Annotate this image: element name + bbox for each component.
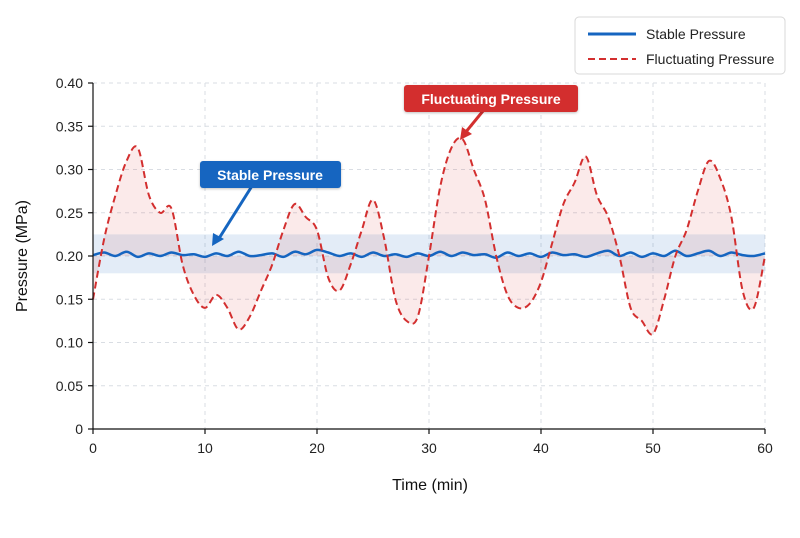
x-tick-label: 60 — [757, 440, 773, 456]
fluctuating-callout-arrow — [463, 110, 485, 134]
stable-callout-arrowhead — [212, 233, 224, 246]
series — [92, 136, 766, 336]
x-tick-label: 50 — [645, 440, 661, 456]
fluctuating-pressure-area — [93, 137, 765, 335]
stable-callout-arrow — [216, 185, 254, 241]
y-axis-title: Pressure (MPa) — [14, 200, 31, 312]
annotations: Stable Pressure Fluctuating Pressure — [200, 85, 578, 246]
y-tick-label: 0.20 — [56, 248, 83, 264]
stable-callout-box — [200, 161, 341, 188]
stable-callout: Stable Pressure — [200, 161, 341, 246]
stable-callout-text: Stable Pressure — [217, 167, 323, 183]
x-tick-label: 20 — [309, 440, 325, 456]
y-tick-label: 0 — [75, 421, 83, 437]
y-tick-label: 0.05 — [56, 378, 83, 394]
x-tick-label: 10 — [197, 440, 213, 456]
y-tick-label: 0.40 — [56, 75, 83, 91]
fluctuating-callout-text: Fluctuating Pressure — [421, 91, 560, 107]
legend-label-stable: Stable Pressure — [646, 26, 746, 42]
fluctuating-callout-arrowhead — [460, 127, 472, 140]
y-tick-label: 0.30 — [56, 162, 83, 178]
fluctuating-pressure-line — [92, 136, 766, 336]
fluctuating-callout: Fluctuating Pressure — [404, 85, 578, 140]
x-tick-label: 40 — [533, 440, 549, 456]
x-tick-label: 30 — [421, 440, 437, 456]
legend: Stable Pressure Fluctuating Pressure — [574, 16, 786, 75]
legend-label-fluctuating: Fluctuating Pressure — [646, 51, 775, 67]
y-tick-label: 0.35 — [56, 118, 83, 134]
tick-labels: 0 10 20 30 40 50 60 0 0.05 0.10 0.15 0.20 0.25 0.30 0.… — [56, 75, 773, 456]
y-tick-label: 0.15 — [56, 291, 83, 307]
x-tick-label: 0 — [89, 440, 97, 456]
axes — [88, 82, 766, 434]
y-tick-label: 0.25 — [56, 205, 83, 221]
fluctuating-callout-box — [404, 85, 578, 112]
y-tick-label: 0.10 — [56, 335, 83, 351]
x-axis-title: Time (min) — [392, 477, 468, 494]
grid — [93, 82, 766, 429]
